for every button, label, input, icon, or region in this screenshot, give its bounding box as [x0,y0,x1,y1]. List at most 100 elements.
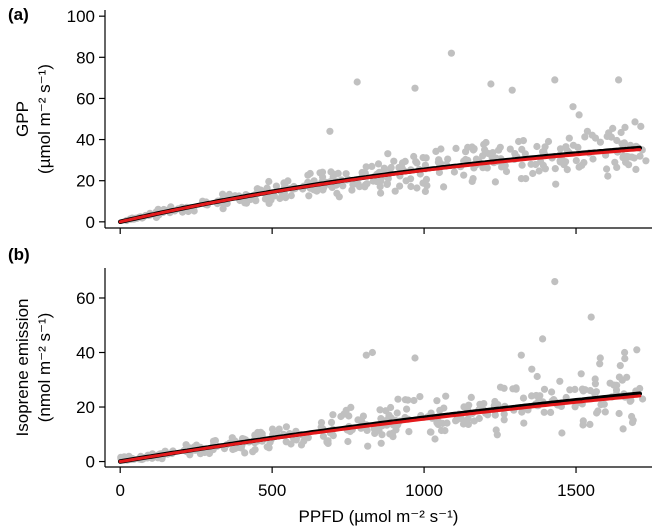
data-point [547,408,555,416]
data-point [411,354,419,362]
data-point [229,445,237,454]
data-point [318,168,327,176]
data-point [587,313,595,321]
data-point [423,182,431,190]
data-point [501,162,509,170]
data-point [261,195,269,203]
data-point [500,410,508,418]
scatter-points [117,278,647,464]
data-point [374,160,383,168]
data-point [520,419,528,427]
panel-a: 0 20 40 60 80 100 (a) GPP (µmol m⁻² s⁻¹) [8,5,652,234]
panel-b: 0 20 40 60 0 500 1000 1500 (b) Isoprene emission(… [8,245,652,526]
data-point [390,157,398,165]
data-point [401,157,409,165]
data-point [300,437,308,445]
data-point [304,171,312,179]
data-point [500,384,508,392]
data-point [518,161,526,169]
data-point [372,177,381,186]
data-point [377,439,385,447]
data-point [476,400,484,408]
y-axis-title: GPP [13,101,32,137]
data-point [196,450,204,458]
data-point [552,180,560,188]
data-point [558,429,566,437]
data-point [361,181,370,189]
data-point [618,376,626,384]
y-axis-unit: (nmol m⁻² s⁻¹) [35,313,54,423]
data-point [615,409,623,418]
data-point [494,401,502,409]
data-point [556,377,564,385]
data-point [347,403,355,411]
y-tick-label: 20 [76,398,95,417]
data-point [551,278,559,286]
data-point [339,182,347,190]
data-point [413,184,421,192]
data-point [362,163,370,171]
data-point [565,134,573,142]
data-point [340,410,348,418]
data-point [535,167,543,175]
data-point [389,433,397,441]
data-point [377,189,385,197]
data-point [394,395,402,403]
data-point [625,161,633,169]
data-point [496,143,504,151]
data-point [621,123,629,131]
y-tick-label: 40 [76,131,95,150]
data-point [272,182,280,190]
data-point [569,103,577,111]
data-point [540,385,549,393]
data-point [335,193,343,201]
data-point [401,396,409,404]
data-point [411,84,419,92]
data-point [558,156,566,164]
data-point [249,448,257,456]
data-point [384,150,392,158]
x-axis-title: PPFD (µmol m⁻² s⁻¹) [299,507,459,526]
data-point [578,161,586,169]
data-point [579,417,587,425]
data-point [326,127,334,135]
data-point [353,78,361,86]
data-point [533,372,541,381]
data-point [596,360,604,368]
data-point [469,175,477,183]
data-point [241,199,249,207]
x-tick-label: 1000 [405,481,443,500]
data-point [604,172,612,180]
y-tick-label: 40 [76,344,95,363]
panel-label: (b) [8,245,30,264]
data-point [460,171,468,179]
data-point [265,443,273,451]
data-point [405,428,413,436]
data-point [383,180,391,188]
data-point [627,396,635,404]
data-point [631,118,639,126]
data-point [581,133,589,141]
y-tick-label: 60 [76,289,95,308]
data-point [521,150,529,158]
data-point [465,401,473,409]
data-point [434,158,442,166]
data-point [537,158,545,166]
data-point [344,437,352,446]
data-point [563,166,571,174]
y-tick-label: 20 [76,172,95,191]
data-point [433,397,441,405]
data-point [603,165,611,173]
data-point [616,362,624,370]
data-point [551,165,559,173]
data-point [600,400,608,408]
x-tick-label: 500 [258,481,286,500]
data-point [276,194,284,203]
data-point [317,419,326,427]
data-point [475,414,483,423]
data-point [596,354,604,362]
panel-label: (a) [8,5,29,24]
data-point [225,190,233,198]
data-point [636,152,644,160]
